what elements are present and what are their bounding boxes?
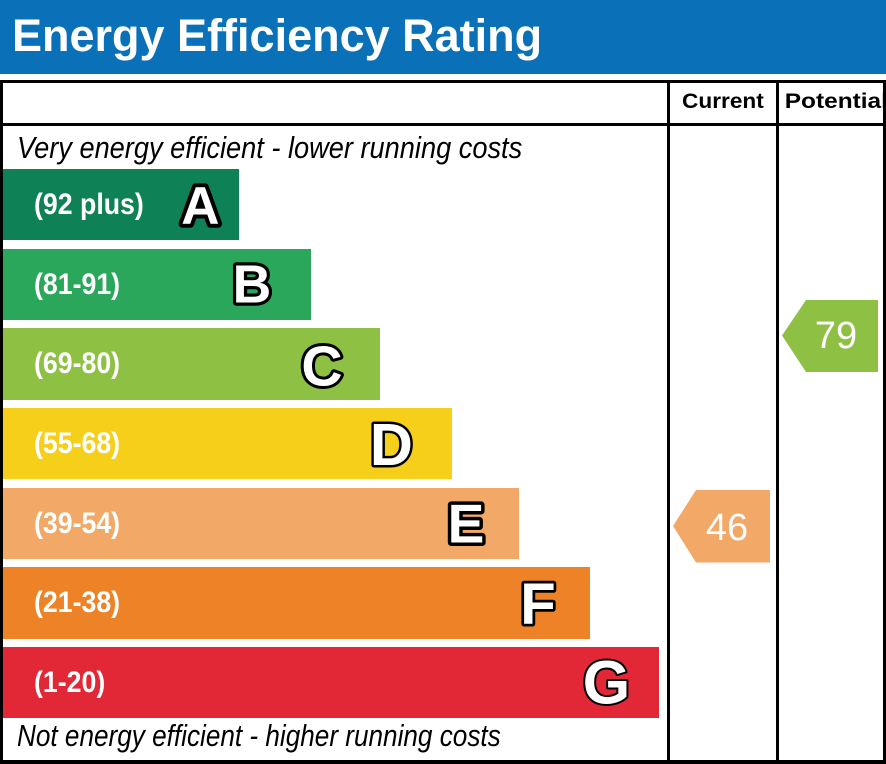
svg-text:B: B bbox=[233, 256, 272, 315]
svg-text:46: 46 bbox=[706, 507, 748, 549]
svg-text:A: A bbox=[181, 177, 219, 236]
svg-text:D: D bbox=[370, 411, 413, 478]
svg-text:C: C bbox=[301, 335, 342, 399]
svg-text:79: 79 bbox=[815, 315, 857, 357]
svg-text:G: G bbox=[583, 648, 630, 716]
svg-text:F: F bbox=[520, 572, 555, 637]
svg-text:E: E bbox=[448, 492, 485, 554]
